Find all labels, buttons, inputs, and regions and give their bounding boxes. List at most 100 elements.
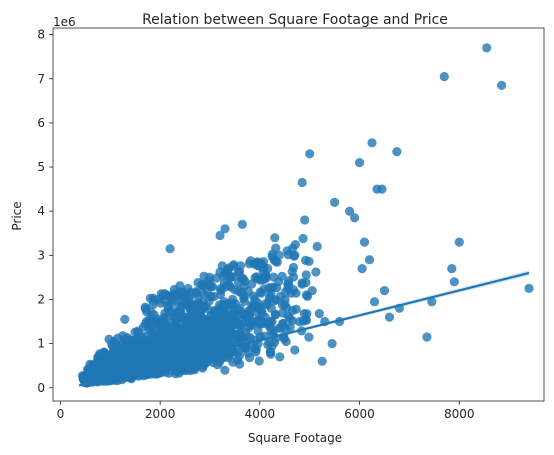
data-point — [272, 283, 282, 293]
outlier-point — [367, 138, 377, 148]
data-point — [277, 271, 287, 281]
outlier-point — [275, 352, 285, 362]
data-point — [225, 282, 236, 292]
data-point — [180, 312, 190, 322]
data-point — [263, 340, 273, 350]
data-point — [278, 308, 288, 318]
y-tick-label: 0 — [37, 381, 45, 395]
data-point — [249, 302, 259, 312]
data-point — [228, 294, 238, 304]
plot-area — [77, 43, 534, 388]
outlier-point — [359, 237, 370, 247]
outlier-point — [270, 233, 280, 243]
data-point — [214, 357, 225, 367]
data-point — [304, 332, 314, 342]
x-tick-label: 0 — [57, 407, 65, 421]
data-point — [314, 309, 324, 319]
data-point — [175, 281, 185, 291]
data-point — [259, 284, 269, 294]
data-point — [297, 278, 307, 288]
data-point — [141, 360, 151, 370]
y-tick-label: 6 — [37, 116, 45, 130]
data-point — [298, 233, 308, 244]
data-point — [223, 353, 233, 363]
data-point — [185, 321, 195, 331]
y-axis-label: Price — [10, 201, 24, 230]
data-point — [287, 316, 297, 326]
data-point — [192, 288, 202, 298]
data-point — [202, 288, 212, 298]
y-offset-label: 1e6 — [53, 15, 76, 29]
data-point — [250, 294, 260, 304]
x-tick-label: 4000 — [245, 407, 276, 421]
data-point — [260, 312, 270, 322]
outlier-point — [345, 206, 355, 216]
y-tick-label: 3 — [37, 248, 45, 262]
y-tick-label: 1 — [37, 337, 45, 351]
scatter-points — [77, 43, 534, 388]
data-point — [183, 283, 193, 294]
data-point — [118, 331, 128, 341]
outlier-point — [449, 277, 459, 287]
x-tick-label: 2000 — [145, 407, 176, 421]
outlier-point — [355, 158, 365, 168]
outlier-point — [377, 184, 387, 194]
data-point — [223, 265, 233, 275]
data-point — [220, 365, 230, 375]
data-point — [148, 300, 158, 310]
data-point — [120, 314, 130, 324]
y-tick-label: 5 — [37, 160, 45, 174]
data-point — [245, 353, 255, 363]
chart-title: Relation between Square Footage and Pric… — [142, 12, 448, 28]
outlier-point — [482, 43, 492, 53]
data-point — [291, 288, 301, 298]
data-point — [85, 359, 95, 369]
outlier-point — [327, 339, 337, 349]
data-point — [159, 313, 169, 323]
data-point — [253, 274, 263, 284]
data-point — [175, 300, 185, 310]
x-tick-label: 8000 — [444, 407, 475, 421]
data-point — [201, 318, 211, 328]
data-point — [235, 267, 245, 277]
data-point — [301, 270, 311, 280]
outlier-point — [317, 356, 327, 366]
outlier-point — [497, 80, 507, 90]
data-point — [185, 329, 195, 339]
data-point — [104, 334, 114, 344]
outlier-point — [427, 297, 437, 307]
data-point — [254, 356, 264, 366]
data-point — [247, 317, 257, 327]
outlier-point — [524, 283, 534, 293]
data-point — [174, 340, 184, 350]
data-point — [136, 331, 147, 341]
x-tick-label: 6000 — [344, 407, 375, 421]
data-point — [149, 328, 159, 338]
outlier-point — [439, 72, 449, 82]
data-point — [182, 340, 192, 350]
data-point — [146, 307, 156, 318]
outlier-point — [392, 147, 402, 157]
data-point — [95, 357, 105, 367]
data-point — [284, 276, 294, 286]
x-axis: 0 2000 4000 6000 8000 — [57, 401, 475, 421]
outlier-point — [312, 241, 322, 252]
data-point — [301, 255, 311, 265]
plot-frame — [52, 27, 545, 402]
outlier-point — [215, 230, 225, 241]
data-point — [269, 272, 279, 282]
data-point — [180, 362, 190, 372]
data-point — [290, 345, 300, 355]
data-point — [162, 290, 172, 300]
data-point — [229, 312, 239, 322]
outlier-point — [384, 312, 395, 322]
data-point — [220, 320, 231, 330]
outlier-point — [165, 244, 175, 254]
outlier-point — [297, 177, 307, 188]
data-point — [192, 308, 202, 318]
regression-fit-line — [78, 271, 530, 387]
data-point — [215, 289, 226, 300]
outlier-point — [330, 197, 340, 207]
data-point — [147, 351, 157, 361]
outlier-point — [379, 286, 390, 296]
